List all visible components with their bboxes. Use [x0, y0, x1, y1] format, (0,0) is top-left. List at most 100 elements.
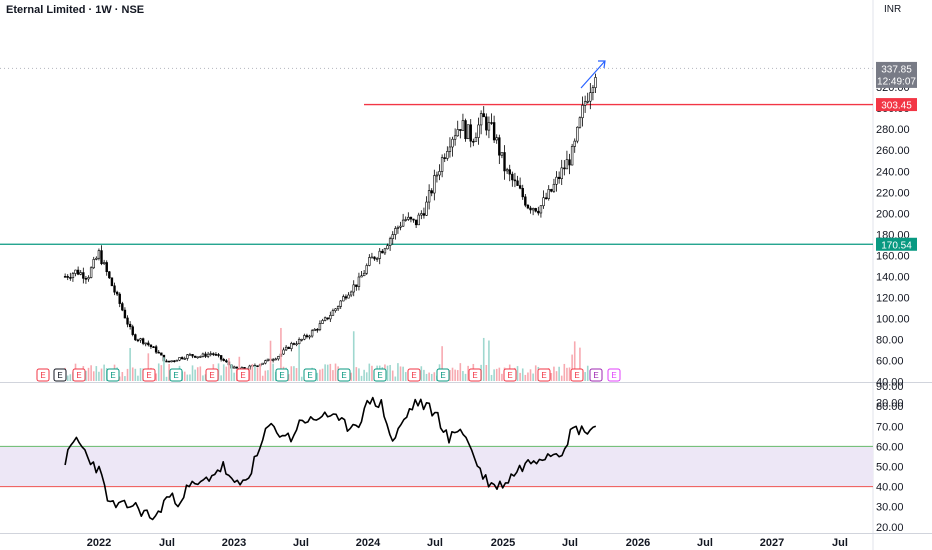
- event-badge-box: [407, 368, 421, 382]
- candle-up-body: [277, 356, 280, 360]
- candle: [357, 272, 361, 291]
- candle-down-body: [511, 173, 514, 181]
- candle: [305, 333, 309, 339]
- candle: [342, 294, 345, 302]
- volume-bar: [69, 374, 72, 381]
- candle-up-body: [206, 353, 210, 357]
- candle: [232, 365, 236, 369]
- candle-down-body: [173, 360, 176, 363]
- candle-up-body: [139, 338, 142, 341]
- volume-bar: [532, 373, 534, 381]
- rsi-axis-tick-label: 40.00: [876, 482, 904, 494]
- candle-down-body: [123, 309, 127, 319]
- candle-up-body: [466, 124, 470, 140]
- candle: [373, 256, 376, 261]
- candle: [329, 311, 332, 323]
- candle: [240, 366, 244, 370]
- candle-up-body: [594, 77, 597, 88]
- volume-bar: [129, 348, 131, 381]
- earnings-event-badge: E: [275, 368, 289, 382]
- candle-up-body: [352, 284, 355, 293]
- volume-bar: [459, 363, 462, 381]
- candle-up-body: [477, 124, 480, 138]
- candle-up-body: [71, 273, 75, 279]
- candle-down-body: [526, 204, 530, 209]
- volume-bar: [441, 346, 443, 381]
- volume-bar: [124, 376, 126, 381]
- volume-bar: [87, 367, 90, 381]
- event-badge-box: [72, 368, 86, 382]
- candle-down-body: [529, 207, 532, 211]
- candle: [503, 145, 506, 180]
- candle: [578, 116, 582, 129]
- candle: [430, 188, 433, 197]
- candle: [316, 328, 319, 333]
- candle-down-body: [204, 353, 207, 357]
- volume-bar: [267, 370, 269, 381]
- candle: [204, 351, 207, 359]
- candle: [404, 216, 407, 222]
- currency-label: INR: [884, 4, 902, 15]
- candle: [490, 113, 493, 125]
- candle: [209, 351, 212, 357]
- price-axis-tick-label: 200.00: [876, 208, 910, 220]
- candle-up-body: [186, 354, 189, 359]
- candle: [479, 110, 483, 135]
- candle: [565, 150, 569, 170]
- candle-down-body: [472, 140, 475, 143]
- earnings-event-badge: E: [373, 368, 387, 382]
- candle-down-body: [412, 218, 415, 221]
- volume-bar: [485, 364, 488, 381]
- candle-up-body: [573, 140, 576, 147]
- candle-down-body: [225, 360, 228, 363]
- candle-down-body: [563, 167, 566, 170]
- candle: [500, 152, 504, 159]
- volume-bar: [560, 375, 563, 381]
- event-badge-letter: E: [611, 371, 616, 380]
- candle-down-body: [498, 137, 501, 156]
- candle: [420, 210, 423, 220]
- volume-bar: [199, 366, 202, 381]
- candle-up-body: [565, 159, 569, 170]
- candle-up-body: [438, 171, 441, 176]
- candle: [399, 221, 402, 231]
- candle: [69, 272, 72, 281]
- candle: [375, 256, 379, 262]
- event-badge-letter: E: [110, 371, 115, 380]
- volume-bar: [137, 375, 139, 381]
- candle: [459, 129, 462, 139]
- support-price-label: 170.54: [881, 240, 912, 251]
- candle-down-body: [492, 122, 496, 141]
- volume-bar: [100, 368, 103, 381]
- candle: [581, 96, 584, 127]
- volume-bar: [558, 366, 560, 381]
- event-badge-letter: E: [593, 371, 598, 380]
- volume-bar: [498, 367, 501, 381]
- volume-bar: [550, 373, 553, 381]
- candle-up-body: [318, 323, 322, 330]
- candle-down-body: [503, 152, 506, 172]
- candle-down-body: [63, 276, 67, 278]
- candle: [165, 359, 168, 363]
- volume-bar: [157, 363, 160, 381]
- candle-up-body: [404, 219, 407, 221]
- candle-down-body: [513, 179, 517, 182]
- volume-bar: [183, 371, 186, 381]
- candle-up-body: [274, 358, 277, 361]
- candle: [370, 252, 374, 259]
- candle-down-body: [409, 216, 413, 220]
- time-axis-tick-label: Jul: [159, 537, 175, 549]
- candle-up-body: [552, 183, 556, 192]
- candle-down-body: [443, 157, 446, 159]
- candle: [477, 117, 480, 145]
- candle: [453, 128, 457, 146]
- volume-bar: [391, 370, 394, 381]
- volume-bar: [451, 367, 454, 381]
- candle: [118, 292, 121, 308]
- event-badge-box: [607, 368, 621, 382]
- candle-down-body: [82, 272, 85, 279]
- candle-up-body: [547, 189, 550, 199]
- candle: [63, 273, 67, 278]
- volume-bar: [329, 363, 332, 381]
- earnings-event-badge: E: [53, 368, 67, 382]
